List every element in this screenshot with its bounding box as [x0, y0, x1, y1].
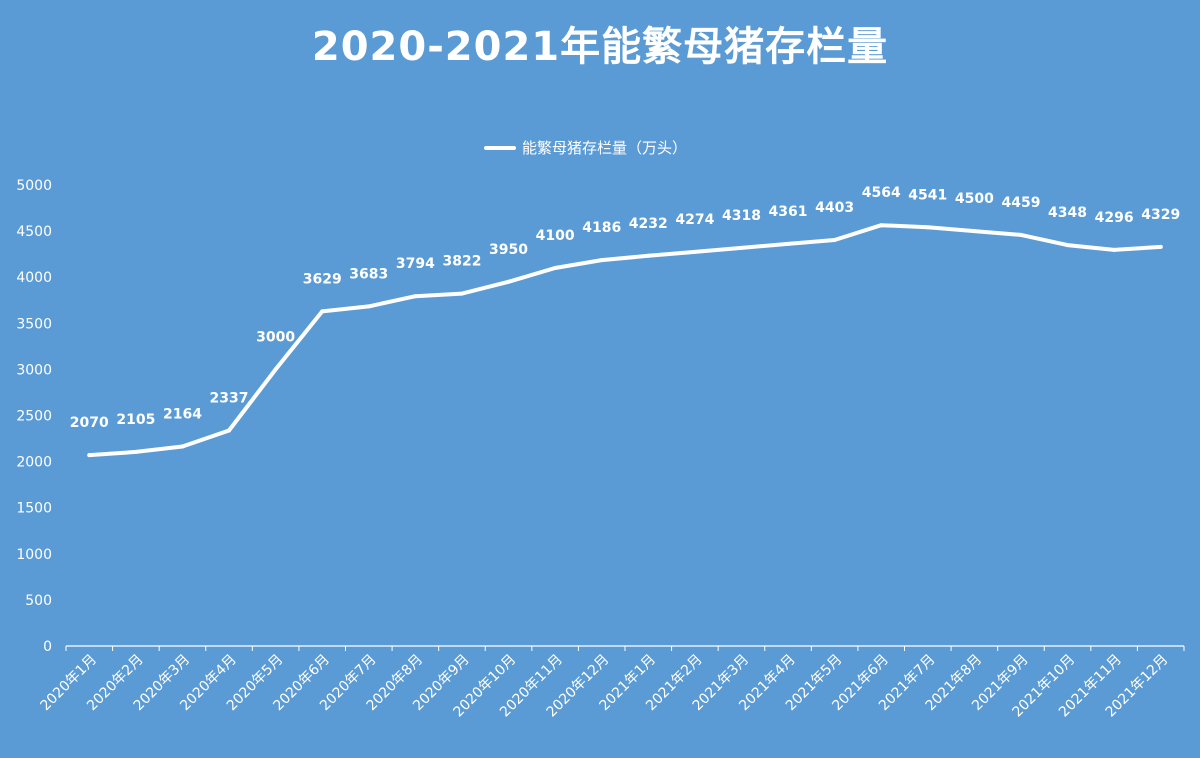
data-point — [133, 449, 138, 454]
data-point — [786, 241, 791, 246]
data-point — [87, 453, 92, 458]
data-point — [227, 428, 232, 433]
data-label: 2337 — [210, 391, 249, 407]
data-label: 4564 — [862, 185, 901, 201]
y-tick-label: 2500 — [16, 409, 52, 425]
data-label: 4232 — [629, 216, 668, 232]
data-point — [646, 253, 651, 258]
y-tick-label: 4500 — [16, 224, 52, 240]
data-point — [506, 279, 511, 284]
y-tick-label: 2000 — [16, 455, 52, 471]
data-label: 4459 — [1001, 195, 1040, 211]
data-label: 3629 — [303, 271, 342, 287]
data-point — [1065, 243, 1070, 248]
data-point — [1158, 244, 1163, 249]
y-tick-label: 1500 — [16, 501, 52, 517]
data-label: 3000 — [256, 329, 295, 345]
series-line — [87, 223, 1163, 458]
y-tick-label: 3000 — [16, 362, 52, 378]
data-point — [1018, 232, 1023, 237]
y-tick-label: 500 — [25, 593, 52, 609]
data-label: 4318 — [722, 208, 761, 224]
data-label: 4541 — [908, 187, 947, 203]
data-point — [972, 229, 977, 234]
chart-title: 2020-2021年能繁母猪存栏量 — [311, 24, 889, 70]
data-point — [599, 258, 604, 263]
legend-line-swatch — [484, 145, 516, 150]
data-point — [459, 291, 464, 296]
data-point — [413, 294, 418, 299]
data-label: 4100 — [536, 228, 575, 244]
data-point — [366, 304, 371, 309]
data-label: 4361 — [769, 204, 808, 220]
data-point — [180, 444, 185, 449]
legend-label: 能繁母猪存栏量（万头） — [522, 139, 688, 157]
data-label: 3822 — [442, 254, 481, 270]
data-point — [320, 309, 325, 314]
data-label: 4274 — [675, 212, 714, 228]
data-point — [739, 245, 744, 250]
data-point — [879, 223, 884, 228]
data-label: 4403 — [815, 200, 854, 216]
data-label: 2070 — [70, 415, 109, 431]
data-label: 2164 — [163, 406, 202, 422]
data-point — [925, 225, 930, 230]
y-tick-label: 0 — [43, 639, 52, 655]
data-label: 3683 — [349, 266, 388, 282]
data-label: 4500 — [955, 191, 994, 207]
data-label: 3794 — [396, 256, 435, 272]
y-tick-label: 1000 — [16, 547, 52, 563]
data-label: 3950 — [489, 242, 528, 258]
data-point — [692, 249, 697, 254]
data-point — [273, 367, 278, 372]
y-tick-label: 3500 — [16, 316, 52, 332]
data-point — [1112, 247, 1117, 252]
data-label: 4296 — [1095, 210, 1134, 226]
data-label: 4186 — [582, 220, 621, 236]
data-label: 4348 — [1048, 205, 1087, 221]
y-tick-label: 5000 — [16, 178, 52, 194]
data-point — [553, 265, 558, 270]
data-label: 4329 — [1141, 207, 1180, 223]
y-tick-label: 4000 — [16, 270, 52, 286]
legend: 能繁母猪存栏量（万头） — [484, 137, 687, 158]
data-point — [832, 238, 837, 243]
data-label: 2105 — [116, 412, 155, 428]
